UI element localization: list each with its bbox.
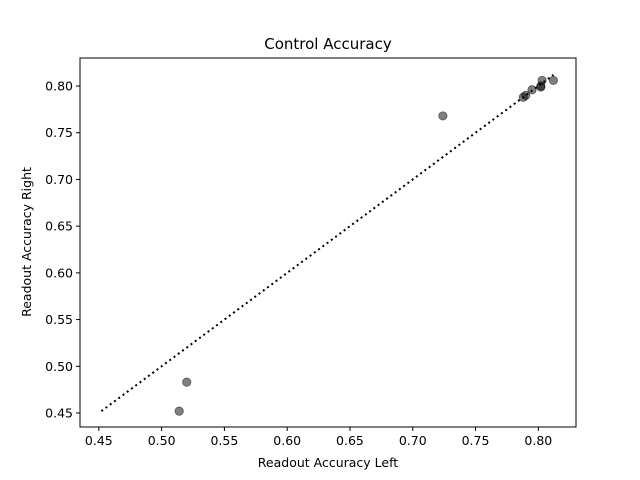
- scatter-point: [537, 75, 547, 86]
- y-tick-label: 0.65: [45, 219, 73, 234]
- y-tick-label: 0.80: [45, 79, 73, 94]
- y-tick-label: 0.70: [45, 172, 73, 187]
- scatter-point: [174, 406, 184, 416]
- y-axis: 0.45 0.50 0.55 0.60 0.65 0.70 0.75 0.80: [45, 79, 80, 420]
- scatter-point: [182, 377, 192, 387]
- axes-frame: [79, 57, 577, 428]
- scatter-point: [438, 111, 448, 121]
- scatter-point: [527, 85, 537, 95]
- scatter-point: [521, 90, 531, 100]
- x-tick-label: 0.50: [148, 433, 176, 448]
- plot-area: [100, 74, 558, 416]
- x-tick-label: 0.55: [210, 433, 238, 448]
- x-tick-label: 0.80: [524, 433, 552, 448]
- x-tick-label: 0.70: [399, 433, 427, 448]
- y-tick-label: 0.75: [45, 125, 73, 140]
- x-tick-label: 0.45: [85, 433, 113, 448]
- x-tick-label: 0.60: [273, 433, 301, 448]
- scatter-point: [548, 75, 558, 86]
- x-tick-label: 0.65: [336, 433, 364, 448]
- x-tick-label: 0.75: [462, 433, 490, 448]
- y-tick-label: 0.45: [45, 405, 73, 420]
- y-tick-label: 0.60: [45, 265, 73, 280]
- y-axis-title: Readout Accuracy Right: [19, 167, 34, 317]
- reference-line: [100, 74, 554, 412]
- y-tick-label: 0.50: [45, 359, 73, 374]
- x-axis-title: Readout Accuracy Left: [258, 455, 399, 470]
- y-tick-label: 0.55: [45, 312, 73, 327]
- chart-title: Control Accuracy: [264, 35, 392, 53]
- x-axis: 0.45 0.50 0.55 0.60 0.65 0.70 0.75 0.80: [85, 427, 552, 448]
